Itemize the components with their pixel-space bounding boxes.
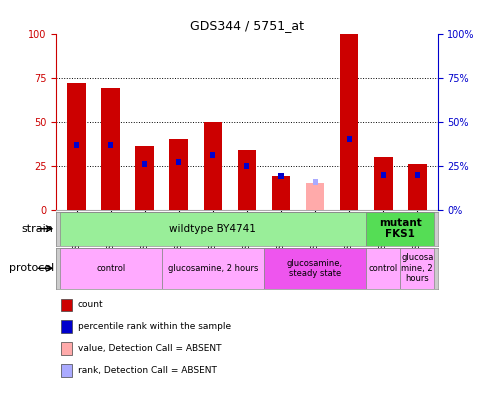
Bar xyxy=(162,248,264,289)
Bar xyxy=(407,164,426,210)
Bar xyxy=(60,248,162,289)
Bar xyxy=(142,161,147,167)
Bar xyxy=(108,142,113,148)
Bar xyxy=(74,142,79,148)
Bar xyxy=(373,157,392,210)
Bar xyxy=(399,248,433,289)
Text: count: count xyxy=(78,301,103,309)
Text: value, Detection Call = ABSENT: value, Detection Call = ABSENT xyxy=(78,344,221,353)
Bar xyxy=(414,171,419,178)
Bar xyxy=(169,139,188,210)
Text: control: control xyxy=(368,264,397,273)
Bar xyxy=(60,212,366,246)
Text: control: control xyxy=(96,264,125,273)
Bar xyxy=(366,248,399,289)
Bar xyxy=(366,212,433,246)
Text: mutant
FKS1: mutant FKS1 xyxy=(378,218,421,240)
Bar xyxy=(305,183,324,210)
Text: glucosamine, 2 hours: glucosamine, 2 hours xyxy=(167,264,258,273)
Text: rank, Detection Call = ABSENT: rank, Detection Call = ABSENT xyxy=(78,366,216,375)
Bar xyxy=(210,152,215,158)
Bar xyxy=(380,171,385,178)
Text: glucosa
mine, 2
hours: glucosa mine, 2 hours xyxy=(400,253,432,283)
Bar xyxy=(237,150,256,210)
Bar xyxy=(101,88,120,210)
Bar xyxy=(339,34,358,210)
Text: wildtype BY4741: wildtype BY4741 xyxy=(169,224,256,234)
Text: protocol: protocol xyxy=(8,263,54,273)
Bar xyxy=(203,122,222,210)
Bar xyxy=(244,163,249,169)
Bar xyxy=(67,83,86,210)
Bar xyxy=(271,176,290,210)
Text: glucosamine,
steady state: glucosamine, steady state xyxy=(286,259,343,278)
Text: percentile rank within the sample: percentile rank within the sample xyxy=(78,322,230,331)
Title: GDS344 / 5751_at: GDS344 / 5751_at xyxy=(189,19,304,32)
Bar xyxy=(176,159,181,166)
Bar xyxy=(312,179,317,185)
Bar xyxy=(264,248,366,289)
Bar xyxy=(346,136,351,143)
Bar xyxy=(135,147,154,210)
Bar xyxy=(278,173,283,179)
Text: strain: strain xyxy=(22,224,54,234)
